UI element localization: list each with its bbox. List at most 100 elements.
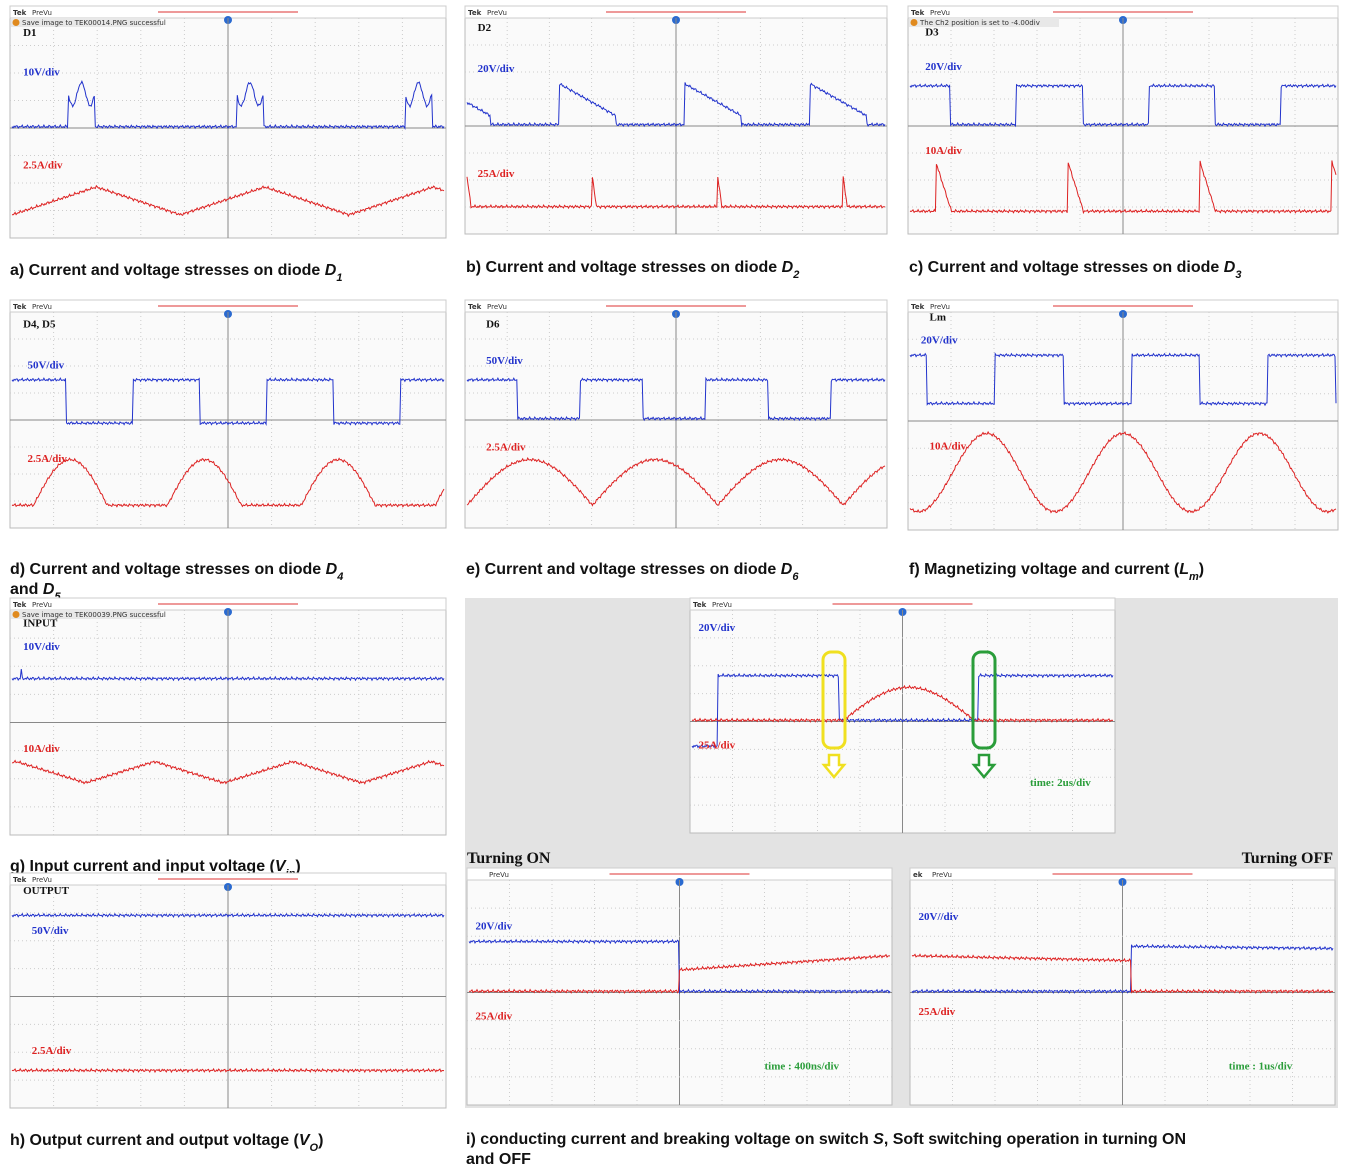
scope-title: D3 xyxy=(925,27,939,39)
scale-label: 10A/div xyxy=(930,441,967,453)
caption-run: D xyxy=(782,259,794,276)
caption: and OFF xyxy=(466,1151,531,1168)
toolbar-mode: PreVu xyxy=(712,601,732,609)
status-icon xyxy=(13,19,20,26)
toolbar-mode: PreVu xyxy=(32,601,52,609)
scope-title: Lm xyxy=(930,312,947,324)
scale-label: 50V/div xyxy=(486,355,523,367)
caption-run: f) Magnetizing voltage and current ( xyxy=(909,561,1180,578)
scale-label: 2.5A/div xyxy=(32,1045,72,1057)
scale-label: 20V/div xyxy=(478,63,515,75)
caption-run: D xyxy=(1224,259,1236,276)
scope-title: D1 xyxy=(23,27,36,39)
status-message: Save image to TEK00014.PNG successful xyxy=(22,19,166,27)
caption-run: 6 xyxy=(792,571,799,583)
scope-title: D6 xyxy=(486,318,500,330)
caption-run: ) xyxy=(1199,561,1204,578)
caption-run: D xyxy=(325,262,337,279)
toolbar-brand: Tek xyxy=(13,9,27,17)
status-icon xyxy=(911,19,918,26)
toolbar-mode: PreVu xyxy=(487,9,507,17)
caption-run: and OFF xyxy=(466,1151,531,1168)
scale-label: 25A/div xyxy=(476,1011,513,1023)
scope: Tek PreVu D4, D5 50V/div 2.5A/div xyxy=(10,300,446,528)
caption-run: g) Input current and input voltage ( xyxy=(10,858,276,875)
toolbar-mode: PreVu xyxy=(487,303,507,311)
caption-run: i) conducting current and breaking volta… xyxy=(466,1131,873,1148)
caption-run: m xyxy=(1189,571,1199,583)
caption-run: L xyxy=(1179,561,1189,578)
scale-label: 50V/div xyxy=(27,359,64,371)
caption-run: a) Current and voltage stresses on diode xyxy=(10,262,325,279)
caption-run: 3 xyxy=(1235,269,1241,281)
toolbar-mode: PreVu xyxy=(32,9,52,17)
caption: a) Current and voltage stresses on diode… xyxy=(10,262,342,284)
toolbar-mode: PreVu xyxy=(932,871,952,879)
scale-label: 10A/div xyxy=(925,145,962,157)
toolbar-brand: Tek xyxy=(13,601,27,609)
toolbar-mode: PreVu xyxy=(930,303,950,311)
scale-label: 20V/div xyxy=(921,335,958,347)
scale-label: time : 400ns/div xyxy=(765,1060,840,1072)
caption-run: D xyxy=(43,581,55,598)
toolbar-mode: PreVu xyxy=(32,303,52,311)
toolbar-brand: Tek xyxy=(911,9,925,17)
scale-label: 25A/div xyxy=(478,168,515,180)
caption-run: h) Output current and output voltage ( xyxy=(10,1132,300,1149)
toolbar-mode: PreVu xyxy=(489,871,509,879)
scale-label: 25A/div xyxy=(919,1006,956,1018)
caption-run: e) Current and voltage stresses on diode xyxy=(466,561,781,578)
caption: d) Current and voltage stresses on diode… xyxy=(10,561,343,583)
caption-run: and xyxy=(10,581,43,598)
toolbar-brand: Tek xyxy=(693,601,707,609)
figure: Turning ON Turning OFF Tek PreVu Save imag… xyxy=(0,0,1346,1170)
toolbar-brand: ek xyxy=(913,871,923,879)
scope-title: INPUT xyxy=(23,617,58,629)
toolbar-brand: Tek xyxy=(13,303,27,311)
caption: h) Output current and output voltage (VO… xyxy=(10,1132,323,1154)
scope-title: D4, D5 xyxy=(23,318,56,330)
scope: Tek PreVu 20V/div 25A/div time: 2us/div xyxy=(690,598,1115,833)
scale-label: 2.5A/div xyxy=(23,159,63,171)
scale-label: 2.5A/div xyxy=(27,453,67,465)
caption-run: 1 xyxy=(336,272,342,284)
toolbar-mode: PreVu xyxy=(32,876,52,884)
caption-run: ) xyxy=(295,858,300,875)
toolbar-brand: Tek xyxy=(468,9,482,17)
caption: e) Current and voltage stresses on diode… xyxy=(466,561,799,583)
scope: PreVu 20V/div 25A/div time : 400ns/div xyxy=(467,868,892,1105)
scale-label: 50V/div xyxy=(32,925,69,937)
toolbar-brand: Tek xyxy=(468,303,482,311)
caption: f) Magnetizing voltage and current (Lm) xyxy=(909,561,1204,583)
caption-run: 2 xyxy=(792,269,799,281)
heading-off: Turning OFF xyxy=(1242,850,1334,867)
caption-run: b) Current and voltage stresses on diode xyxy=(466,259,782,276)
status-icon xyxy=(13,611,20,618)
scope: Tek PreVu D2 20V/div 25A/div xyxy=(465,6,887,234)
scale-label: 20V/div xyxy=(476,921,513,933)
toolbar-mode: PreVu xyxy=(930,9,950,17)
scale-label: 10V/div xyxy=(23,67,60,79)
scale-label: 25A/div xyxy=(699,739,736,751)
heading-on: Turning ON xyxy=(467,850,551,867)
caption: c) Current and voltage stresses on diode… xyxy=(909,259,1241,281)
scope: Tek PreVu Save image to TEK00014.PNG succe… xyxy=(10,6,446,238)
caption: b) Current and voltage stresses on diode… xyxy=(466,259,799,281)
scope-title: D2 xyxy=(478,22,492,34)
scale-label: 2.5A/div xyxy=(486,441,526,453)
scope-title: OUTPUT xyxy=(23,885,70,897)
scale-label: time: 2us/div xyxy=(1030,777,1091,789)
scale-label: 10A/div xyxy=(23,743,60,755)
caption-run: c) Current and voltage stresses on diode xyxy=(909,259,1224,276)
scale-label: 10V/div xyxy=(23,641,60,653)
scale-label: 20V//div xyxy=(919,911,959,923)
caption-run: S xyxy=(873,1131,884,1148)
scale-label: 20V/div xyxy=(699,622,736,634)
scale-label: 20V/div xyxy=(925,61,962,73)
caption-run: 4 xyxy=(336,571,343,583)
caption-run: d) Current and voltage stresses on diode xyxy=(10,561,326,578)
